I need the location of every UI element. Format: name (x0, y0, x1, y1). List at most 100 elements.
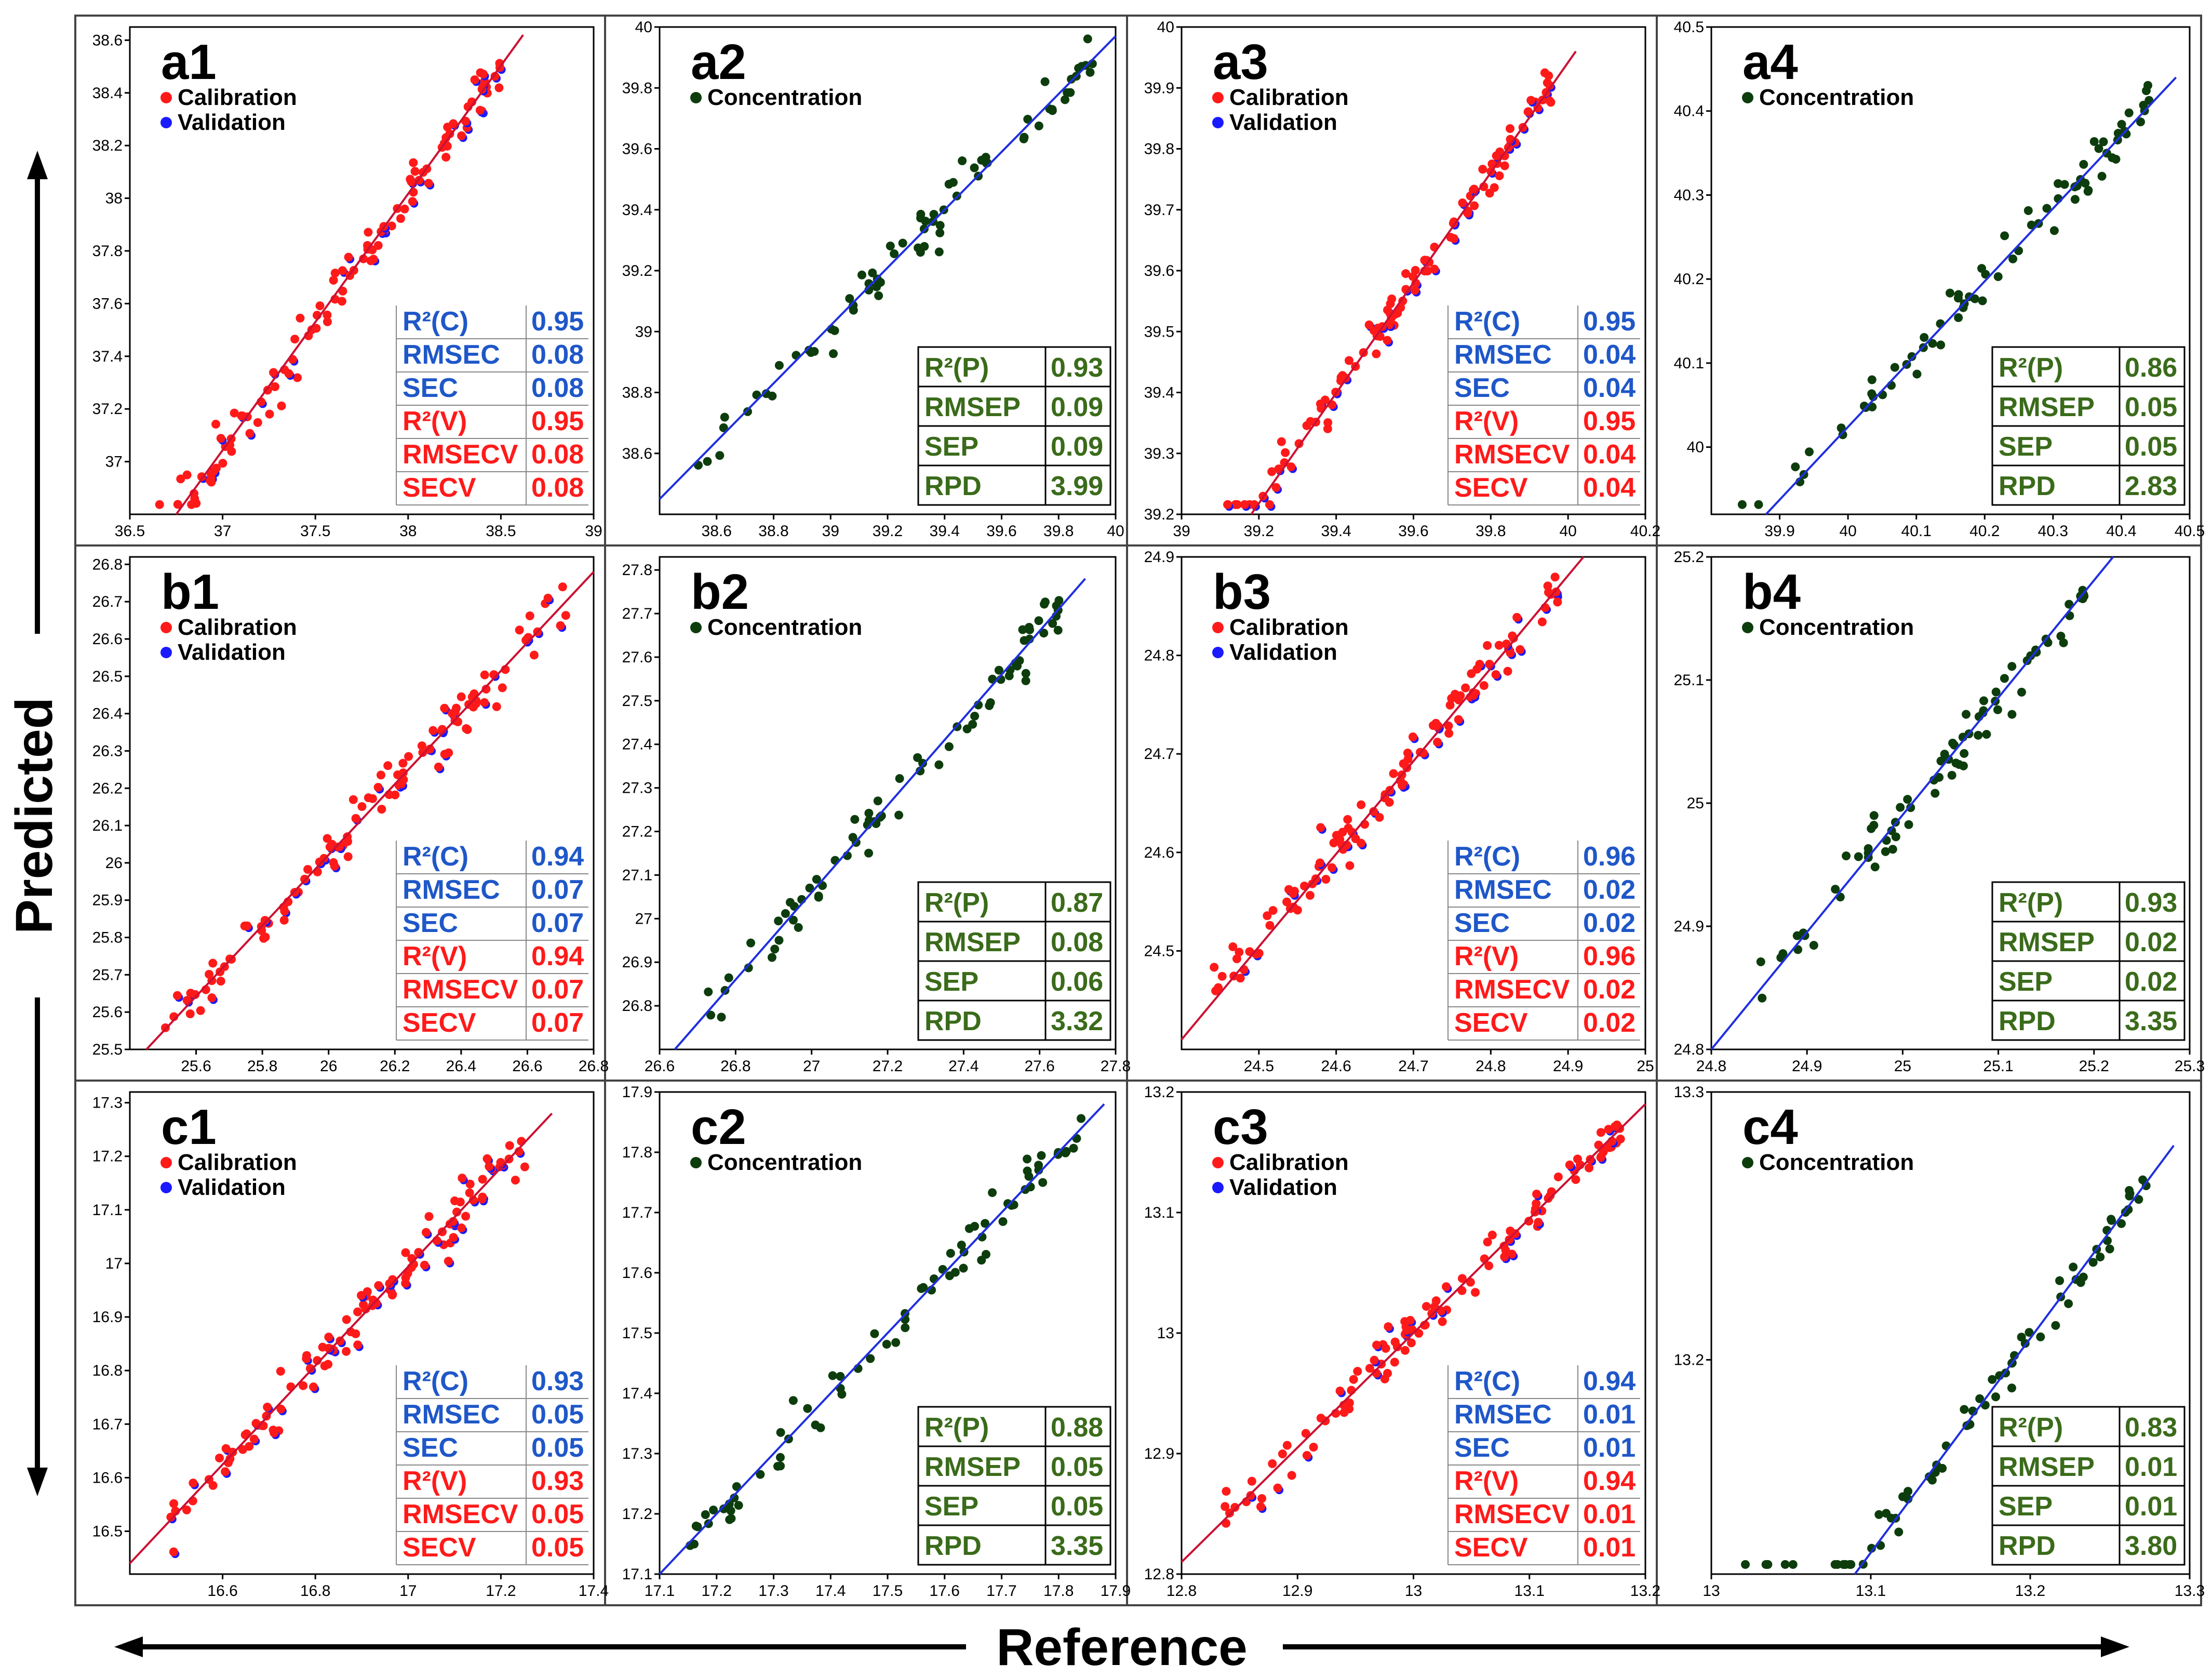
concentration-point (1038, 1178, 1048, 1187)
calibration-point (320, 1361, 329, 1370)
calibration-point (189, 1479, 198, 1488)
calibration-point (398, 758, 408, 768)
legend-entry: Calibration (1229, 1150, 1349, 1175)
concentration-point (1948, 738, 1958, 748)
y-arrow-up-head (27, 151, 48, 179)
concentration-point (2059, 638, 2068, 647)
calibration-point (364, 793, 373, 803)
concentration-point (935, 221, 945, 230)
concentration-point (945, 1271, 954, 1281)
concentration-point (2094, 144, 2103, 153)
y-tick-label: 26.8 (622, 997, 652, 1015)
calibration-point (1500, 1252, 1509, 1261)
fit-line-c4 (1854, 1144, 2175, 1575)
concentration-point (981, 1250, 990, 1259)
y-tick-label: 25.6 (92, 1004, 123, 1021)
x-tick-label: 40 (1559, 523, 1576, 540)
concentration-point (2071, 1275, 2081, 1284)
y-tick-label: 17.5 (622, 1325, 652, 1342)
concentration-point (1792, 931, 1802, 940)
fit-line-a3 (1250, 50, 1577, 515)
y-tick-label: 17.1 (622, 1566, 652, 1583)
stats-label: SEP (924, 967, 978, 997)
stats-label: SEC (1454, 373, 1510, 403)
stats-label: SEC (403, 908, 458, 938)
stats-table-b1: R²(C) 0.94 RMSEC 0.07 SEC 0.07 R²(V) 0.94 RMSECV… (396, 841, 588, 1041)
calibration-point (468, 1195, 478, 1205)
calibration-point (364, 228, 373, 237)
legend-entry: Validation (1229, 110, 1337, 135)
stats-label: RPD (1999, 1006, 2056, 1036)
y-tick-label: 13 (1157, 1325, 1174, 1342)
concentration-point (717, 1013, 726, 1022)
stats-value: 0.08 (1051, 927, 1103, 957)
concentration-point (886, 242, 895, 251)
concentration-point (2055, 1276, 2064, 1285)
concentration-point (2000, 674, 2009, 683)
stats-value: 0.09 (1051, 432, 1103, 462)
y-tick-label: 38.6 (622, 445, 652, 462)
concentration-point (774, 916, 783, 926)
calibration-point (1254, 949, 1264, 958)
stats-label: RPD (1999, 1531, 2056, 1561)
calibration-point (1289, 889, 1298, 898)
y-tick-label: 27.3 (622, 780, 652, 797)
calibration-point (1305, 890, 1315, 900)
y-tick-label: 24.9 (1144, 549, 1174, 566)
calibration-point (1403, 754, 1413, 764)
calibration-point (396, 214, 405, 223)
calibration-point (338, 266, 347, 275)
y-tick-label: 40.2 (1674, 271, 1704, 288)
y-tick-label: 38 (105, 190, 123, 207)
y-tick-label: 17.2 (622, 1506, 652, 1523)
concentration-point (1864, 844, 1873, 853)
concentration-point (774, 361, 784, 370)
stats-table-a1: R²(C) 0.95 RMSEC 0.08 SEC 0.08 R²(V) 0.95 RMSECV… (396, 305, 588, 505)
x-tick-label: 26 (320, 1058, 337, 1075)
calibration-point (1491, 670, 1500, 679)
concentration-point (916, 209, 926, 219)
calibration-point (207, 470, 216, 480)
calibration-point (1467, 669, 1476, 678)
fit-line-a4 (1765, 76, 2177, 515)
legend-entry: Validation (178, 110, 286, 135)
concentration-point (775, 1453, 785, 1462)
concentration-point (1780, 1560, 1790, 1569)
stats-value: 0.01 (1583, 1433, 1635, 1463)
calibration-point (1381, 1343, 1390, 1353)
concentration-point (1970, 294, 1979, 303)
concentration-point (1085, 68, 1095, 77)
calibration-point (410, 167, 420, 176)
concentration-point (1024, 1171, 1034, 1181)
calibration-point (1338, 371, 1347, 380)
concentration-point (1954, 290, 1963, 299)
calibration-point (185, 1009, 195, 1019)
calibration-point (451, 707, 460, 716)
calibration-point (1585, 1163, 1594, 1173)
stats-label: R²(P) (1999, 1413, 2063, 1443)
stats-label: R²(V) (1454, 1466, 1519, 1496)
calibration-point (1315, 858, 1324, 868)
calibration-point (366, 256, 376, 265)
concentration-point (1938, 1463, 1947, 1473)
calibration-point (196, 1006, 205, 1015)
y-tick-label: 38.6 (92, 32, 123, 49)
calibration-point (1487, 1230, 1497, 1240)
stats-table-a4: R²(P) 0.86 RMSEP 0.05 SEP 0.05 RPD 2.83 (1991, 346, 2186, 506)
stats-label: R²(P) (1999, 888, 2063, 918)
stats-cell (2119, 464, 2186, 506)
panel-label-c1: c1 (161, 1099, 217, 1155)
concentration-point (1991, 1392, 2001, 1402)
x-tick-label: 13.1 (1856, 1582, 1886, 1600)
concentration-point (2069, 1262, 2078, 1272)
concentration-point (981, 1219, 990, 1228)
calibration-point (284, 369, 293, 378)
stats-label: RMSEC (403, 875, 500, 905)
x-tick-label: 24.8 (1696, 1058, 1726, 1075)
stats-label: RMSEC (1454, 875, 1552, 905)
stats-value: 0.08 (531, 440, 584, 470)
stats-value: 0.93 (1051, 353, 1103, 383)
concentration-point (864, 848, 874, 858)
legend-entry: Calibration (178, 85, 297, 110)
